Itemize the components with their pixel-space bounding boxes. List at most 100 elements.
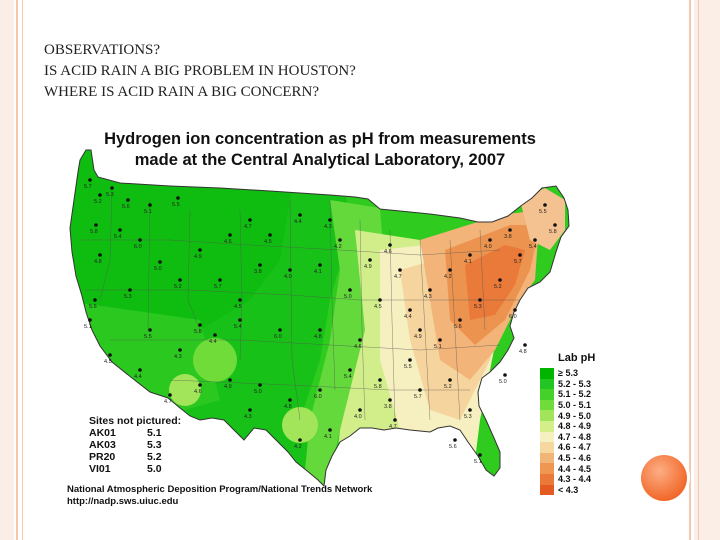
station-dot: [518, 253, 522, 257]
map-credit: National Atmospheric Deposition Program/…: [67, 484, 372, 508]
station-label: 3.8: [384, 404, 392, 410]
station-dot: [318, 388, 322, 392]
station-label: 5.8: [374, 384, 382, 390]
slide-questions: OBSERVATIONS? IS ACID RAIN A BIG PROBLEM…: [44, 40, 356, 103]
station-dot: [348, 288, 352, 292]
station-dot: [348, 368, 352, 372]
station-label: 5.2: [444, 384, 452, 390]
station-dot: [453, 438, 457, 442]
station-label: 5.4: [529, 244, 537, 250]
station-label: 5.1: [474, 459, 482, 465]
station-label: 4.0: [484, 244, 492, 250]
station-dot: [158, 260, 162, 264]
station-dot: [498, 278, 502, 282]
station-label: 4.9: [414, 334, 422, 340]
decor-orange-circle: [641, 455, 687, 501]
legend-label: ≥ 5.3: [558, 368, 578, 379]
station-dot: [228, 233, 232, 237]
station-dot: [458, 318, 462, 322]
station-dot: [368, 258, 372, 262]
station-dot: [553, 223, 557, 227]
station-label: 5.8: [194, 329, 202, 335]
legend-swatch: [540, 420, 554, 432]
station-dot: [438, 338, 442, 342]
map-title-line-2: made at the Central Analytical Laborator…: [134, 151, 506, 169]
station-dot: [468, 408, 472, 412]
station-label: 4.7: [389, 424, 397, 430]
station-dot: [378, 378, 382, 382]
station-label: 5.4: [114, 234, 122, 240]
legend-swatch: [540, 431, 554, 443]
station-label: 5.1: [144, 209, 152, 215]
station-label: 4.4: [134, 374, 142, 380]
station-dot: [393, 418, 397, 422]
site-value: 5.1: [147, 427, 162, 439]
station-label: 5.0: [344, 294, 352, 300]
legend-swatch: [540, 473, 554, 485]
station-dot: [468, 253, 472, 257]
station-dot: [533, 238, 537, 242]
station-label: 5.0: [499, 379, 507, 385]
station-dot: [298, 213, 302, 217]
station-label: 5.6: [89, 304, 97, 310]
legend-rows: ≥ 5.3 5.2 - 5.3 5.1 - 5.2 5.0 - 5.1 4.9 - 5.…: [540, 368, 595, 496]
station-dot: [88, 318, 92, 322]
station-dot: [298, 438, 302, 442]
legend-swatch: [540, 484, 554, 496]
station-dot: [418, 388, 422, 392]
legend-row: 5.2 - 5.3: [540, 378, 595, 390]
question-line-2: IS ACID RAIN A BIG PROBLEM IN HOUSTON?: [44, 63, 356, 79]
station-dot: [110, 186, 114, 190]
us-outline: [69, 149, 570, 488]
station-label: 4.4: [209, 339, 217, 345]
station-label: 5.7: [514, 259, 522, 265]
station-dot: [238, 298, 242, 302]
station-label: 5.6: [122, 204, 130, 210]
station-dot: [388, 398, 392, 402]
frame-line-left-inner: [22, 0, 23, 540]
sites-not-pictured: Sites not pictured: AK01 5.1 AK03 5.3 PR20…: [89, 415, 181, 475]
station-label: 4.3: [244, 414, 252, 420]
station-label: 5.1: [84, 324, 92, 330]
legend-row: 4.4 - 4.5: [540, 463, 595, 474]
slide-frame-left: [0, 0, 14, 540]
station-label: 5.3: [106, 192, 114, 198]
site-row: AK03 5.3: [89, 439, 181, 451]
station-dot: [88, 178, 92, 182]
station-dot: [168, 393, 172, 397]
map-title-line-1: Hydrogen ion concentration as pH from me…: [104, 130, 536, 148]
station-label: 5.6: [449, 444, 457, 450]
station-dot: [126, 198, 130, 202]
question-line-1: OBSERVATIONS?: [44, 42, 161, 58]
station-label: 4.2: [444, 274, 452, 280]
station-label: 5.8: [549, 229, 557, 235]
frame-line-right-inner: [698, 0, 699, 540]
station-label: 5.4: [344, 374, 352, 380]
station-label: 5.3: [124, 294, 132, 300]
station-dot: [268, 233, 272, 237]
station-dot: [328, 218, 332, 222]
site-row: AK01 5.1: [89, 427, 181, 439]
station-dot: [318, 263, 322, 267]
map-title: Hydrogen ion concentration as pH from me…: [90, 129, 550, 171]
station-label: 4.1: [324, 434, 332, 440]
credit-line-2: http://nadp.sws.uiuc.edu: [67, 496, 179, 507]
legend-label: 4.6 - 4.7: [558, 442, 592, 453]
station-dot: [508, 228, 512, 232]
station-label: 4.0: [284, 274, 292, 280]
legend-label: 4.4 - 4.5: [558, 463, 592, 474]
station-dot: [198, 323, 202, 327]
station-label: 4.3: [424, 294, 432, 300]
legend-label: 5.0 - 5.1: [558, 400, 592, 411]
station-label: 4.4: [404, 314, 412, 320]
station-label: 4.4: [294, 219, 302, 225]
station-label: 3.8: [254, 269, 262, 275]
state-borders: [80, 189, 520, 421]
station-dot: [228, 378, 232, 382]
station-dot: [238, 318, 242, 322]
station-label: 4.6: [354, 344, 362, 350]
station-label: 4.6: [224, 239, 232, 245]
station-label: 4.8: [94, 259, 102, 265]
site-row: PR20 5.2: [89, 451, 181, 463]
station-label: 4.5: [264, 239, 272, 245]
